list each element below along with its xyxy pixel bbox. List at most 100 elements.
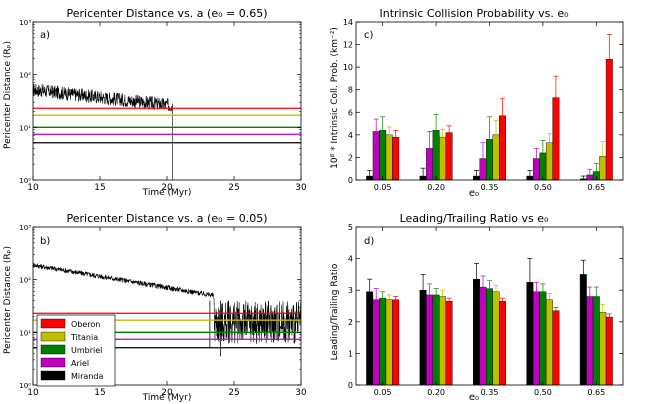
panel-d-bar-oberon xyxy=(552,310,560,386)
panel-d-xtick-label: 0.20 xyxy=(427,388,445,397)
panel-c-bar-oberon xyxy=(445,132,453,181)
panel-c-bar-umbriel xyxy=(379,130,387,181)
panel-d-bar-umbriel xyxy=(539,291,547,386)
panel-c-ytick-label: 0 xyxy=(348,176,353,185)
panel-d-xtick-label: 0.05 xyxy=(374,388,392,397)
panel-d: Leading/Trailing Ratio vs e₀ 0.05 0.20 0.3… xyxy=(330,212,624,403)
panel-c-frame xyxy=(355,21,624,181)
panel-c-bar-titania xyxy=(545,142,553,181)
panel-c-bar-ariel xyxy=(426,148,434,181)
panel-c-ytick-label: 4 xyxy=(348,131,353,140)
panel-d-bar-ariel xyxy=(426,294,434,386)
legend-label-ariel: Ariel xyxy=(71,359,89,368)
panel-b-xlabel: Time (Myr) xyxy=(142,393,192,403)
panel-d-bar-oberon xyxy=(499,301,506,386)
panel-c-bar-oberon xyxy=(392,136,400,181)
panel-a-ytick-label: 10¹ xyxy=(19,124,31,132)
panel-a-xtick-label: 20 xyxy=(161,183,173,193)
panel-b-xtick-label: 15 xyxy=(94,388,105,398)
panel-a-ytick-label: 10⁰ xyxy=(19,177,31,185)
panel-a-ytick-label: 10³ xyxy=(19,19,31,27)
panel-d-bar-oberon xyxy=(605,316,613,386)
panel-d-bar-ariel xyxy=(372,299,380,386)
panel-d-ytick-label: 4 xyxy=(348,255,353,264)
panel-c-bar-miranda xyxy=(419,175,427,181)
panel-c-title: Intrinsic Collision Probability vs. e₀ xyxy=(379,7,569,20)
panel-d-bar-miranda xyxy=(419,290,427,386)
panel-c-bar-ariel xyxy=(532,158,540,181)
panel-c-bar-oberon xyxy=(605,59,613,181)
panel-c-xtick-label: 0.05 xyxy=(374,183,392,192)
panel-c: Intrinsic Collision Probability vs. e₀ 0… xyxy=(330,7,624,199)
panel-d-bar-titania xyxy=(545,299,553,386)
panel-d-ylabel: Leading/Trailing Ratio xyxy=(330,263,340,360)
panel-b-ytick-label: 10² xyxy=(19,277,31,285)
panel-a: Pericenter Distance vs. a (e₀ = 0.65) 10… xyxy=(3,7,307,198)
panel-c-ytick-label: 8 xyxy=(348,86,353,95)
panel-d-bar-titania xyxy=(385,299,393,386)
panel-a-trace xyxy=(33,83,173,180)
panel-b-ytick-label: 10¹ xyxy=(19,329,31,337)
panel-b-label: b) xyxy=(40,236,50,247)
panel-b-xtick-label: 10 xyxy=(27,388,39,398)
panel-d-bar-ariel xyxy=(479,286,487,386)
panel-d-ytick-label: 3 xyxy=(348,286,353,295)
panel-c-ylabel: 10⁸ * Intrinsic Coll. Prob. (km⁻²) xyxy=(330,27,340,169)
panel-c-xtick-label: 0.20 xyxy=(427,183,445,192)
panel-a-plot: 10 15 20 25 30 10⁰ 10¹ 10² 10³ xyxy=(19,19,307,193)
panel-c-xtick-label: 0.50 xyxy=(534,183,552,192)
panel-d-plot: 0.05 0.20 0.35 0.50 0.65 0 1 2 3 4 5 xyxy=(348,223,624,397)
panel-c-bar-miranda xyxy=(526,175,534,181)
panel-b-xtick-label: 25 xyxy=(228,388,239,398)
panel-c-bar-titania xyxy=(385,134,393,181)
panel-a-xtick-label: 15 xyxy=(94,183,105,193)
panel-d-frame xyxy=(355,226,624,386)
legend-swatch-miranda xyxy=(40,370,66,381)
panel-a-xtick-label: 10 xyxy=(27,183,39,193)
panel-c-bar-titania xyxy=(492,134,500,181)
legend-swatch-oberon xyxy=(40,318,66,329)
panel-c-bar-oberon xyxy=(499,115,506,181)
panel-c-ytick-label: 14 xyxy=(343,18,353,27)
legend-label-umbriel: Umbriel xyxy=(71,346,102,355)
panel-a-frame xyxy=(32,21,302,181)
legend-label-oberon: Oberon xyxy=(71,320,100,329)
panel-d-xtick-label: 0.35 xyxy=(481,388,499,397)
panel-a-ytick-label: 10² xyxy=(19,72,31,80)
panel-a-title: Pericenter Distance vs. a (e₀ = 0.65) xyxy=(66,7,267,20)
legend-swatch-umbriel xyxy=(40,344,66,355)
panel-b-xtick-label: 30 xyxy=(295,388,307,398)
panel-a-xlabel: Time (Myr) xyxy=(142,188,192,198)
panel-c-bar-umbriel xyxy=(539,152,547,181)
panel-b-legend: Oberon Titania Umbriel Ariel Miranda xyxy=(36,314,116,387)
panel-d-ytick-label: 2 xyxy=(348,318,353,327)
panel-a-ylabel: Pericenter Distance (Rₚ) xyxy=(3,41,13,149)
panel-d-bar-titania xyxy=(439,296,447,386)
panel-c-bar-miranda xyxy=(366,175,374,181)
panel-d-bar-titania xyxy=(492,291,500,386)
panel-d-ytick-label: 1 xyxy=(348,349,353,358)
panel-c-ytick-label: 2 xyxy=(348,153,353,162)
panel-b-ylabel: Pericenter Distance (Rₚ) xyxy=(3,246,13,354)
panel-c-bar-ariel xyxy=(372,131,380,181)
panel-c-plot: 0.05 0.20 0.35 0.50 0.65 0 2 4 6 8 10 12 14 xyxy=(343,18,624,192)
panel-d-bar-miranda xyxy=(473,278,480,386)
panel-b: Pericenter Distance vs. a (e₀ = 0.05) 10… xyxy=(3,212,307,403)
panel-d-bar-ariel xyxy=(532,291,540,386)
panel-c-bar-oberon xyxy=(552,97,560,181)
panel-c-ytick-label: 6 xyxy=(348,108,353,117)
panel-c-bar-ariel xyxy=(586,174,594,181)
panel-d-label: d) xyxy=(364,236,374,247)
panel-a-xtick-label: 25 xyxy=(228,183,239,193)
panel-d-bar-miranda xyxy=(526,282,534,386)
panel-d-ytick-label: 0 xyxy=(348,381,353,390)
panel-d-bar-ariel xyxy=(586,296,594,386)
panel-b-plot: 10 15 20 25 30 10⁰ 10¹ 10² 10³ Oberon Titania Umbri… xyxy=(19,224,307,398)
panel-b-xtick-label: 20 xyxy=(161,388,173,398)
panel-c-bar-miranda xyxy=(473,175,480,181)
panel-c-bar-umbriel xyxy=(486,139,493,181)
panel-d-bar-oberon xyxy=(392,299,400,386)
legend-swatch-titania xyxy=(40,331,66,342)
panel-d-title: Leading/Trailing Ratio vs e₀ xyxy=(400,212,549,225)
